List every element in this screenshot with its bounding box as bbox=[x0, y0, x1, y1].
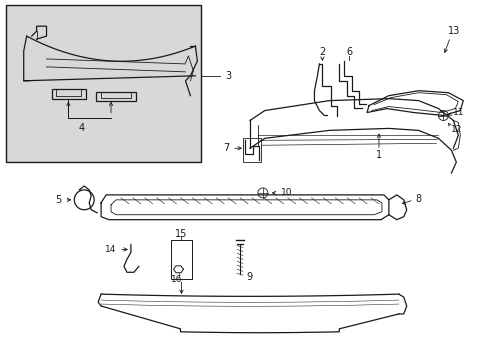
Text: 1: 1 bbox=[375, 150, 381, 160]
Text: 2: 2 bbox=[319, 47, 325, 57]
Text: 10: 10 bbox=[280, 188, 292, 197]
Text: 12: 12 bbox=[450, 125, 462, 134]
Text: 11: 11 bbox=[452, 108, 464, 117]
Text: 15: 15 bbox=[175, 229, 187, 239]
Bar bbox=[243, 138, 260, 162]
Text: 3: 3 bbox=[224, 71, 231, 81]
Bar bbox=[6, 5, 201, 162]
Text: 8: 8 bbox=[415, 194, 421, 204]
Text: 9: 9 bbox=[245, 272, 252, 282]
Text: 6: 6 bbox=[346, 47, 351, 57]
Bar bbox=[170, 239, 192, 279]
Text: 16: 16 bbox=[170, 275, 182, 284]
Text: 13: 13 bbox=[447, 26, 460, 36]
Text: 14: 14 bbox=[104, 245, 116, 254]
Text: 7: 7 bbox=[223, 143, 229, 153]
Text: 4: 4 bbox=[78, 123, 84, 134]
Bar bbox=[51, 89, 86, 99]
Bar bbox=[96, 92, 136, 100]
Text: 5: 5 bbox=[55, 195, 61, 205]
